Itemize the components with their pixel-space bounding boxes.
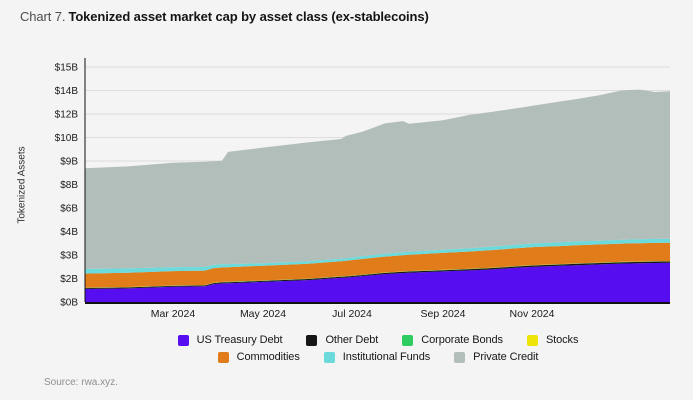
legend-item-us-treasury-debt: US Treasury Debt xyxy=(177,334,283,346)
y-tick-label: $2B xyxy=(60,274,78,285)
y-tick-label: $6B xyxy=(60,204,78,215)
x-tick-label: May 2024 xyxy=(240,308,286,320)
chart-title-main: Tokenized asset market cap by asset clas… xyxy=(68,9,429,24)
x-tick-label: Nov 2024 xyxy=(510,308,555,320)
x-tick-label: Jul 2024 xyxy=(332,308,372,320)
legend-item-institutional-funds: Institutional Funds xyxy=(323,351,431,363)
legend-item-private-credit: Private Credit xyxy=(454,351,538,363)
legend-item-corporate-bonds: Corporate Bonds xyxy=(402,334,503,346)
chart-title: Chart 7. Tokenized asset market cap by as… xyxy=(20,8,429,26)
y-tick-label: $0B xyxy=(60,298,78,309)
source-note: Source: rwa.xyz. xyxy=(44,377,118,388)
legend-item-stocks: Stocks xyxy=(526,334,579,346)
legend-row-1: US Treasury Debt Other Debt Corporate Bond… xyxy=(177,334,579,346)
legend-label: Private Credit xyxy=(473,351,539,363)
area-us-treasury-debt xyxy=(85,262,670,302)
legend-swatch-icon xyxy=(217,351,229,363)
area-other-debt xyxy=(85,261,670,289)
legend-swatch-icon xyxy=(454,351,466,363)
area-private-credit xyxy=(85,89,670,269)
legend-label: Other Debt xyxy=(325,334,379,346)
x-tick-label: Mar 2024 xyxy=(151,308,196,320)
y-tick-label: $8B xyxy=(60,180,78,191)
legend-item-commodities: Commodities xyxy=(217,351,300,363)
chart-title-prefix: Chart 7. xyxy=(20,9,66,24)
y-tick-label: $10B xyxy=(55,133,79,144)
legend-label: Stocks xyxy=(545,334,579,346)
legend-swatch-icon xyxy=(323,351,335,363)
legend-swatch-icon xyxy=(306,334,318,346)
legend-label: US Treasury Debt xyxy=(196,334,283,346)
legend-swatch-icon xyxy=(526,334,538,346)
y-tick-label: $3B xyxy=(60,251,78,262)
legend-item-other-debt: Other Debt xyxy=(306,334,378,346)
legend-swatch-icon xyxy=(177,334,189,346)
legend-label: Institutional Funds xyxy=(342,351,431,363)
legend-label: Commodities xyxy=(236,351,300,363)
x-tick-label: Sep 2024 xyxy=(421,308,466,320)
area-institutional-funds xyxy=(85,238,670,274)
legend-swatch-icon xyxy=(402,334,414,346)
legend-label: Corporate Bonds xyxy=(421,334,503,346)
legend-row-2: Commodities Institutional Funds Private Cr… xyxy=(217,351,538,363)
y-tick-label: $9B xyxy=(60,157,78,168)
y-tick-label: $15B xyxy=(55,63,79,74)
y-tick-label: $14B xyxy=(55,86,79,97)
y-tick-label: $4B xyxy=(60,227,78,238)
y-tick-label: $12B xyxy=(55,110,79,121)
area-commodities xyxy=(85,242,670,288)
chart-legend: US Treasury Debt Other Debt Corporate Bond… xyxy=(85,334,671,363)
